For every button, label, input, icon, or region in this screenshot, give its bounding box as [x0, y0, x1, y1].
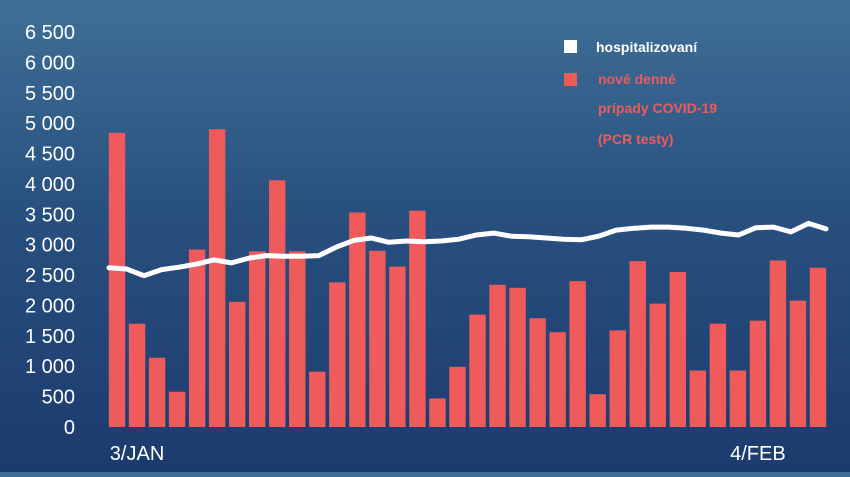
- bar: [469, 314, 486, 427]
- bar: [769, 260, 787, 427]
- hospitalized-line: [106, 220, 829, 279]
- y-tick-label: 4 500: [25, 144, 75, 166]
- bar: [569, 281, 586, 427]
- y-tick-label: 1 000: [25, 356, 75, 378]
- bar: [289, 251, 306, 427]
- bar: [689, 370, 707, 427]
- bar: [349, 212, 366, 427]
- bar: [709, 323, 727, 427]
- bar: [629, 261, 646, 427]
- bar: [188, 249, 206, 427]
- bar: [589, 394, 606, 427]
- bar: [429, 398, 446, 427]
- x-axis: 3/JAN 4/FEB: [110, 443, 786, 465]
- bar: [309, 371, 326, 427]
- bar: [649, 303, 666, 427]
- legend-label-new-cases-line2: prípady COVID-19: [598, 100, 717, 116]
- y-tick-label: 500: [42, 387, 75, 409]
- legend-label-hospitalized: hospitalizovaní: [596, 39, 698, 55]
- bar: [148, 357, 166, 427]
- y-tick-label: 5 500: [25, 83, 75, 105]
- bar: [749, 320, 767, 427]
- y-tick-label: 5 000: [25, 113, 75, 135]
- x-tick-label: 4/FEB: [730, 443, 786, 465]
- y-tick-label: 4 000: [25, 174, 75, 196]
- legend-swatch-hospitalized: [564, 40, 577, 53]
- bar: [529, 318, 546, 427]
- bar: [549, 332, 566, 427]
- bar: [108, 132, 126, 427]
- bar: [729, 370, 747, 427]
- bar: [128, 323, 146, 427]
- x-tick-label: 3/JAN: [110, 443, 164, 465]
- bar: [369, 250, 386, 427]
- y-tick-label: 2 000: [25, 295, 75, 317]
- y-tick-label: 3 500: [25, 204, 75, 226]
- bar: [789, 300, 807, 427]
- bar: [809, 267, 827, 427]
- bar: [449, 366, 466, 427]
- bar: [168, 391, 186, 427]
- legend: hospitalizovaní nové denné prípady COVID…: [564, 39, 717, 147]
- y-tick-label: 6 500: [25, 22, 75, 44]
- bar: [409, 210, 426, 427]
- bar-series: [108, 129, 827, 427]
- bar: [228, 301, 246, 427]
- legend-swatch-new-cases: [564, 73, 577, 86]
- line-series: [106, 220, 829, 279]
- bar: [208, 129, 226, 427]
- y-tick-label: 2 500: [25, 265, 75, 287]
- y-tick-label: 0: [64, 417, 75, 439]
- y-axis: 0 500 1 000 1 500 2 000 2 500 3 000 3 500 4 000 4…: [25, 22, 75, 439]
- y-tick-label: 1 500: [25, 326, 75, 348]
- y-tick-label: 6 000: [25, 52, 75, 74]
- bar: [609, 330, 626, 427]
- bar: [509, 287, 526, 427]
- bar: [669, 272, 687, 427]
- bar: [329, 282, 346, 427]
- y-tick-label: 3 000: [25, 235, 75, 257]
- legend-label-new-cases-line1: nové denné: [598, 71, 676, 87]
- bar: [248, 251, 266, 427]
- legend-label-new-cases-line3: (PCR testy): [598, 131, 673, 147]
- bar: [269, 180, 286, 427]
- bar: [389, 266, 406, 427]
- bar: [489, 284, 506, 427]
